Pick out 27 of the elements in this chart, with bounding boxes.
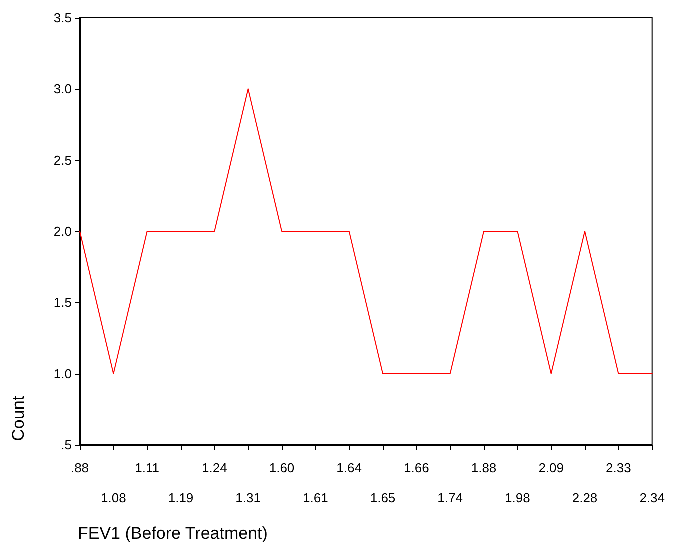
x-tick-label: 1.98 <box>505 490 530 506</box>
y-tick-label: 1.5 <box>54 295 72 310</box>
x-tick-label: 2.28 <box>572 490 598 506</box>
x-tick-label: 1.24 <box>202 460 228 476</box>
x-tick-label: 1.88 <box>471 460 497 476</box>
x-tick-label: 2.33 <box>606 460 632 476</box>
y-tick-label: 2.5 <box>54 152 72 168</box>
x-tick-label: 1.08 <box>101 490 126 506</box>
x-tick-label: 1.64 <box>336 460 362 476</box>
x-tick-label: 1.74 <box>438 490 463 506</box>
x-tick-label: 1.61 <box>303 490 328 506</box>
x-tick-label: .88 <box>70 460 90 476</box>
y-tick-label: 3.0 <box>54 82 72 97</box>
y-tick-label: 3.5 <box>54 10 72 26</box>
x-tick-label: 1.11 <box>135 460 160 476</box>
x-tick-label: 2.09 <box>538 460 564 476</box>
x-tick-label: 1.60 <box>269 460 295 476</box>
x-axis-title: FEV1 (Before Treatment) <box>78 524 268 543</box>
y-tick-label: 2.0 <box>54 224 72 239</box>
y-axis-title: Count <box>9 396 28 442</box>
x-tick-label: 1.66 <box>404 460 430 476</box>
x-tick-label: 1.31 <box>236 490 261 506</box>
x-tick-label: 2.34 <box>640 490 666 506</box>
y-tick-label: .5 <box>61 438 72 452</box>
x-tick-label: 1.65 <box>370 490 396 506</box>
x-tick-label: 1.19 <box>168 490 194 506</box>
y-tick-label: 1.0 <box>54 366 72 382</box>
